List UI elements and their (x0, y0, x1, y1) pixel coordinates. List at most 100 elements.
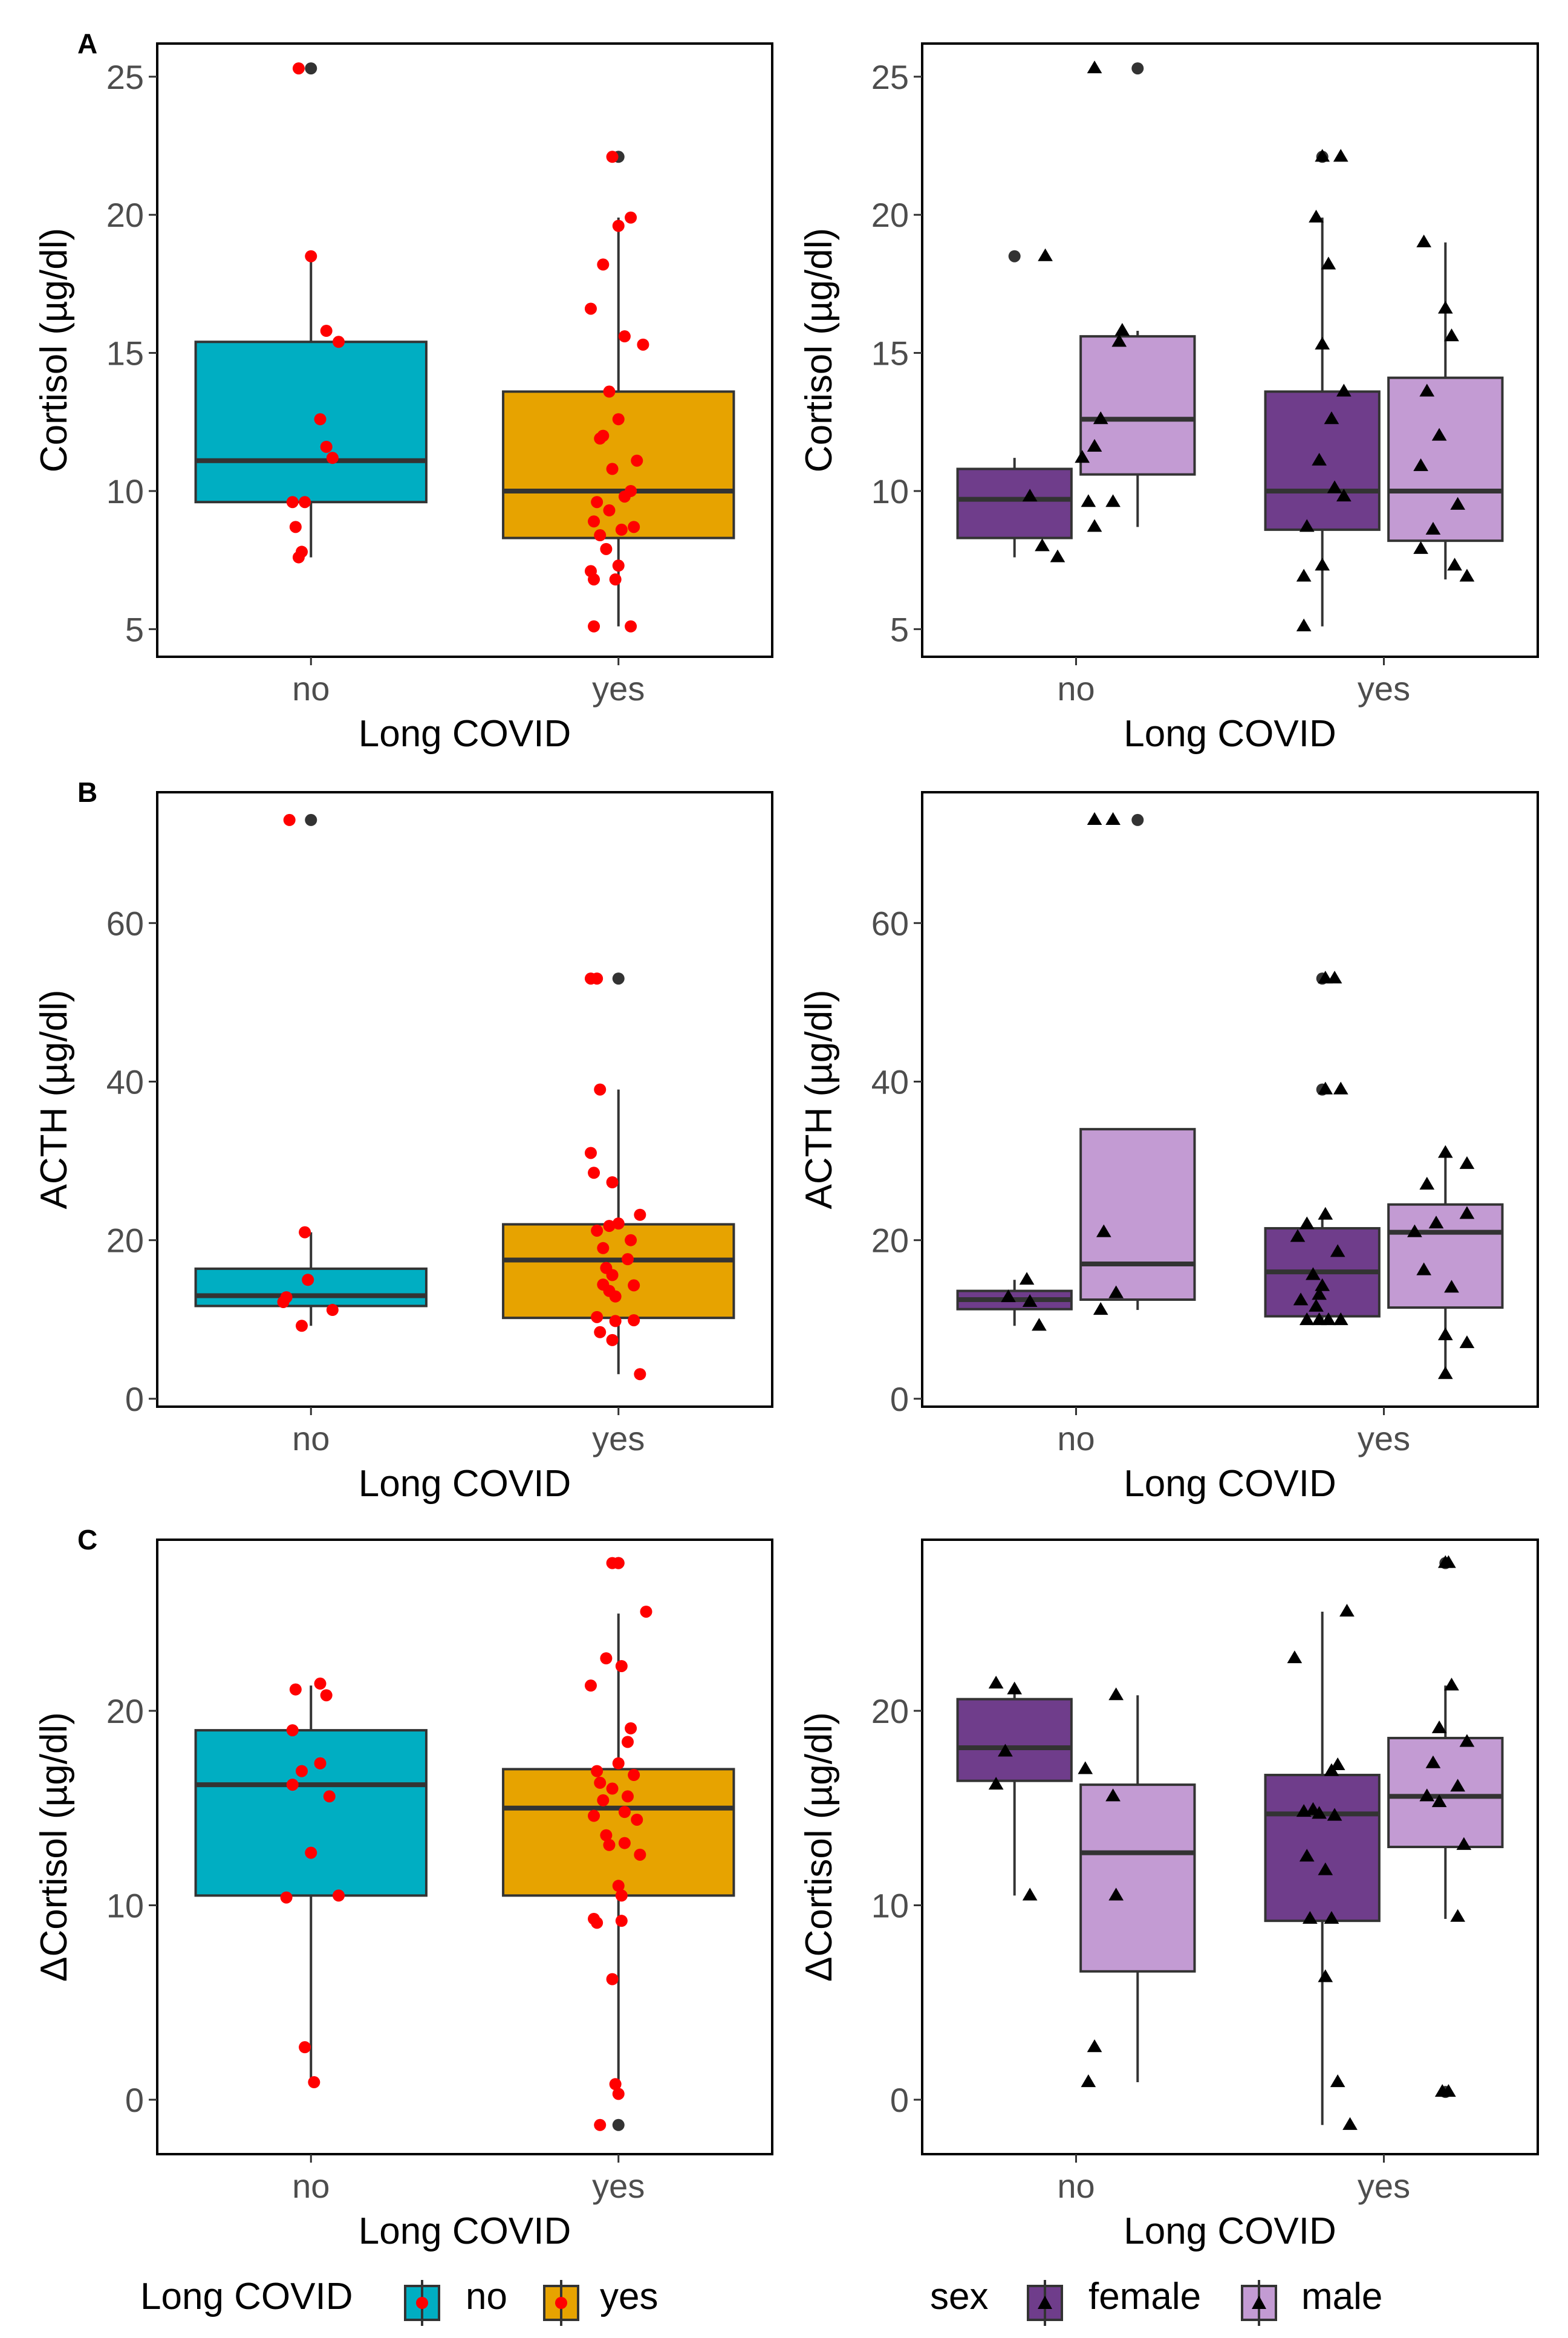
data-point-triangle (1459, 1335, 1475, 1349)
data-point (292, 551, 305, 564)
data-point (594, 2118, 607, 2131)
y-tick-label: 20 (871, 1222, 909, 1260)
y-tick-label: 60 (106, 904, 144, 942)
box-iqr (194, 340, 428, 504)
data-point-triangle (1459, 1156, 1475, 1169)
data-point-triangle (1087, 812, 1102, 825)
data-point-triangle (1318, 1081, 1333, 1095)
outlier-point (612, 972, 625, 985)
data-point (289, 521, 302, 533)
data-point (292, 62, 305, 75)
data-point-triangle (1287, 1650, 1303, 1664)
x-tick-label: no (1057, 2167, 1095, 2205)
data-point-triangle (1093, 411, 1108, 425)
data-point (634, 1368, 646, 1381)
data-point (289, 1683, 302, 1696)
data-point-triangle (1032, 1318, 1047, 1331)
data-point-triangle (1114, 323, 1130, 336)
data-point (277, 1295, 290, 1308)
data-point-triangle (1339, 1603, 1355, 1617)
data-point (333, 336, 345, 348)
data-point-triangle (1105, 812, 1121, 825)
y-tick-label: 5 (890, 610, 909, 648)
x-axis-title: Long COVID (359, 2210, 571, 2252)
y-tick-label: 20 (106, 1692, 144, 1730)
data-point-triangle (1315, 336, 1330, 350)
y-tick-label: 0 (125, 2081, 144, 2119)
y-tick-label: 25 (871, 58, 909, 96)
data-point (634, 1848, 646, 1861)
data-point-triangle (1315, 1278, 1330, 1291)
data-point (606, 1269, 619, 1281)
data-point-triangle (1093, 1302, 1108, 1315)
data-point (606, 151, 619, 163)
y-tick-label: 5 (125, 610, 144, 648)
plot-c-right: 0 10 20 no yes Long COVID ΔCortisol (µg/dl) (798, 1539, 1539, 2252)
data-point (283, 813, 296, 826)
data-point (299, 1226, 311, 1239)
data-point-triangle (1416, 1262, 1432, 1275)
data-point-triangle (1022, 489, 1038, 502)
box-no-male (1079, 1695, 1196, 2083)
plot-frame (921, 42, 1539, 658)
legend-key-yes-point (555, 2297, 567, 2309)
y-tick-label: 20 (106, 1222, 144, 1260)
data-point (628, 1314, 640, 1327)
data-point (299, 2041, 311, 2054)
data-point-triangle (1437, 1327, 1453, 1341)
data-point (603, 504, 616, 516)
data-point (295, 1320, 308, 1332)
data-point-triangle (1096, 1224, 1111, 1237)
box-yes-male (1387, 1557, 1504, 2099)
data-point-triangle (1290, 1229, 1306, 1242)
data-point-triangle (1330, 1757, 1345, 1771)
data-point-triangle (1081, 2074, 1096, 2088)
data-point-triangle (1050, 549, 1065, 562)
data-point-triangle (1330, 2074, 1345, 2088)
x-axis-title: Long COVID (1124, 2210, 1336, 2252)
plot-b-right: 0 20 40 60 no yes Long COVID ACTH (µg/dl) (798, 791, 1539, 1505)
data-point (584, 302, 597, 315)
y-tick-label: 20 (871, 1692, 909, 1730)
data-point-triangle (1296, 618, 1312, 631)
data-point-triangle (1309, 209, 1324, 223)
data-point-triangle (1330, 1244, 1345, 1257)
data-point-triangle (1444, 1678, 1459, 1691)
data-point (622, 1790, 634, 1803)
data-point-triangle (1001, 1289, 1016, 1303)
data-point (612, 559, 625, 572)
data-point-triangle (1447, 558, 1462, 571)
plot-frame (156, 1539, 773, 2155)
data-point (631, 1813, 643, 1826)
y-tick-label: 60 (871, 904, 909, 942)
box-no-no (194, 62, 428, 558)
data-point-triangle (1108, 1285, 1124, 1298)
x-tick-label: yes (592, 669, 645, 708)
box-yes-yes (502, 1557, 735, 2131)
x-tick-label: yes (1358, 669, 1410, 708)
legend-sex-title: sex (930, 2276, 988, 2317)
data-point-triangle (1312, 452, 1327, 466)
box-iqr (502, 1223, 735, 1320)
data-point (618, 1806, 631, 1819)
data-point (600, 1652, 613, 1665)
y-tick-label: 40 (106, 1063, 144, 1101)
data-point (625, 211, 637, 224)
y-axis-title: Cortisol (µg/dl) (798, 228, 840, 472)
data-point-triangle (1318, 1969, 1333, 1982)
data-point (612, 1880, 625, 1892)
data-point-triangle (1459, 1734, 1475, 1747)
plot-c-left: 0 10 20 no yes Long COVID ΔCortisol (µg/dl) (33, 1539, 773, 2252)
box-iqr (502, 1768, 735, 1897)
y-tick-label: 10 (106, 1886, 144, 1924)
legend-long-covid-no: no (466, 2276, 507, 2317)
outlier-point (1131, 813, 1144, 826)
plot-b-left: 0 20 40 60 no yes Long COVID ACTH (µg/dl) (33, 791, 773, 1505)
outlier-point (1131, 62, 1144, 75)
data-point (299, 496, 311, 509)
box-iqr (1079, 335, 1196, 476)
data-point (320, 1689, 333, 1702)
data-point (597, 1794, 610, 1806)
data-point (320, 325, 333, 337)
y-axis-title: ACTH (µg/dl) (798, 990, 840, 1210)
